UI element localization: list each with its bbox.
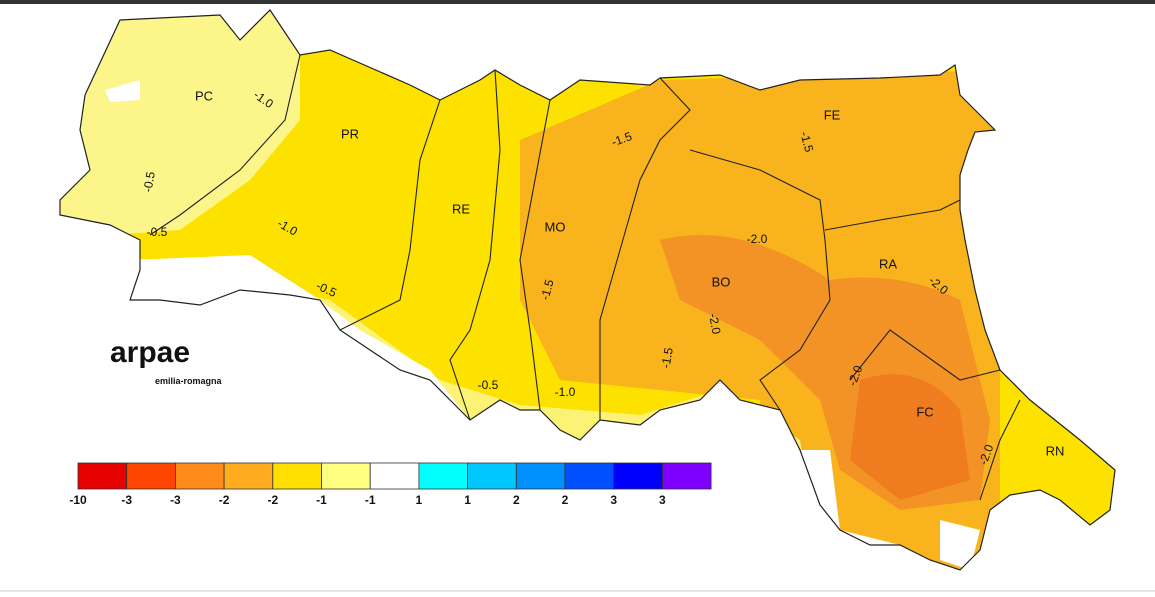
logo-subtitle: emilia-romagna — [155, 376, 223, 386]
legend-label: -3 — [170, 493, 181, 507]
legend-label: -2 — [219, 493, 230, 507]
province-label: MO — [545, 219, 566, 234]
top-bar — [0, 0, 1155, 4]
contour-label: -1.5 — [538, 278, 557, 302]
province-label: RN — [1046, 443, 1065, 458]
legend-swatch — [272, 462, 322, 490]
province-borders — [149, 54, 1021, 501]
legend-swatch — [321, 462, 371, 490]
legend-swatch — [369, 462, 420, 490]
legend-swatch — [613, 462, 663, 490]
legend-label: 1 — [416, 493, 423, 507]
province-label: PR — [341, 126, 359, 141]
contour-label: -0.5 — [147, 225, 168, 239]
province-label: FC — [916, 404, 933, 419]
legend-label: 3 — [610, 493, 617, 507]
legend-swatch — [467, 462, 517, 490]
legend-swatch — [77, 462, 128, 490]
province-label: FE — [824, 107, 841, 122]
legend-label: 2 — [513, 493, 520, 507]
legend-label: 2 — [562, 493, 569, 507]
legend-swatch — [126, 462, 176, 490]
legend-swatch — [564, 462, 615, 490]
legend-label: -3 — [121, 493, 132, 507]
contour-label: -2.0 — [976, 442, 996, 467]
legend-swatch — [418, 462, 468, 490]
province-label: RE — [452, 201, 470, 216]
legend-label: -1 — [365, 493, 376, 507]
legend-swatch — [174, 462, 225, 490]
contour-label: -2.0 — [845, 363, 865, 388]
legend-label: 1 — [464, 493, 471, 507]
contour-label: -1.5 — [610, 129, 635, 149]
province-label: PC — [195, 88, 213, 103]
contour-label: -0.5 — [140, 170, 157, 193]
logo-name: arpae — [110, 336, 190, 369]
province-label: RA — [879, 256, 897, 271]
legend-swatch — [223, 462, 274, 490]
contour-label: -1.0 — [555, 385, 576, 399]
contour-label: -0.5 — [478, 378, 499, 392]
legend-swatch — [515, 462, 566, 490]
legend-label: -10 — [69, 493, 87, 507]
contour-label: -2.0 — [706, 312, 723, 335]
province-label: BO — [712, 274, 731, 289]
legend-swatch — [662, 462, 712, 490]
legend-label: 3 — [659, 493, 666, 507]
legend-label: -1 — [316, 493, 327, 507]
contour-label: -2.0 — [747, 232, 768, 246]
contour-label: -1.5 — [797, 130, 816, 154]
legend-label: -2 — [267, 493, 278, 507]
contour-label: -1.5 — [658, 346, 675, 369]
